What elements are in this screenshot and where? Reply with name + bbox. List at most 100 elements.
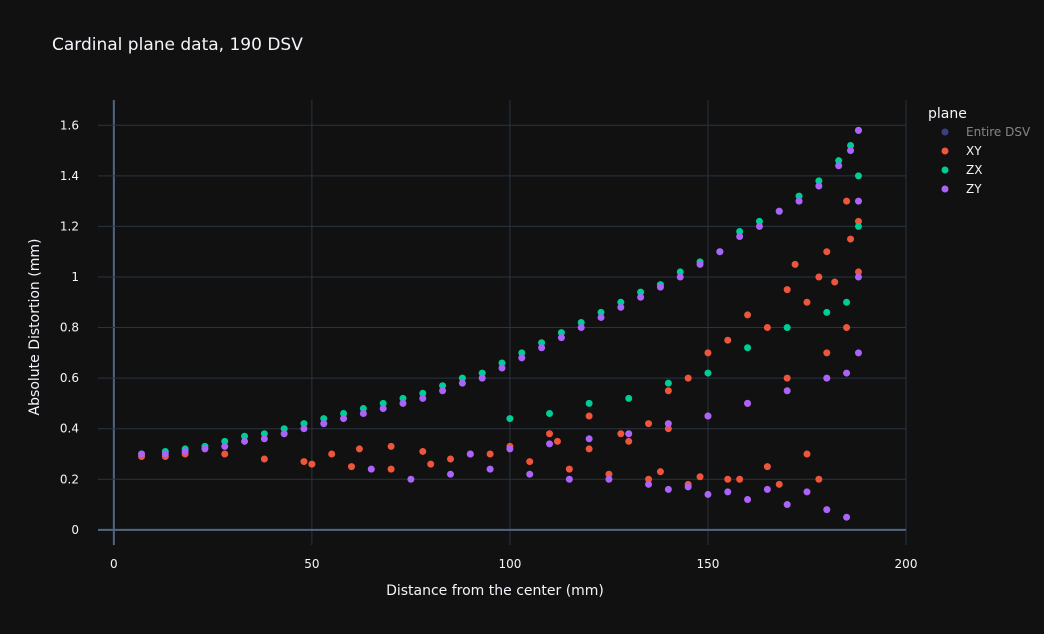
y-tick-label: 1.2 (60, 219, 79, 233)
data-point (498, 364, 506, 372)
data-point (419, 389, 427, 397)
data-point (221, 437, 229, 445)
data-point (597, 308, 605, 316)
data-point (854, 217, 862, 225)
data-point (280, 430, 288, 438)
data-point (387, 442, 395, 450)
data-point (724, 488, 732, 496)
data-point (736, 233, 744, 241)
series-zy (138, 126, 862, 521)
legend-item-zy[interactable]: ZY (941, 182, 983, 196)
data-point (815, 273, 823, 281)
data-point (803, 450, 811, 458)
data-point (854, 222, 862, 230)
legend-marker (941, 185, 949, 193)
y-axis-ticks: 0 0.2 0.4 0.6 0.8 1 1.2 1.4 1.6 (60, 118, 79, 537)
data-point (854, 273, 862, 281)
data-point (823, 374, 831, 382)
data-point (755, 217, 763, 225)
data-point (783, 374, 791, 382)
data-point (736, 475, 744, 483)
data-point (260, 455, 268, 463)
data-point (486, 450, 494, 458)
data-point (367, 465, 375, 473)
legend-marker (941, 128, 949, 136)
data-point (716, 248, 724, 256)
data-point (320, 415, 328, 423)
data-point (419, 394, 427, 402)
data-point (843, 513, 851, 521)
data-point (399, 399, 407, 407)
data-point (854, 126, 862, 134)
data-point (744, 311, 752, 319)
data-point (280, 425, 288, 433)
data-point (138, 450, 146, 458)
data-point (704, 369, 712, 377)
data-point (605, 475, 613, 483)
data-point (724, 475, 732, 483)
data-point (815, 177, 823, 185)
data-point (538, 339, 546, 347)
legend-label: Entire DSV (966, 125, 1031, 139)
data-point (300, 420, 308, 428)
data-point (795, 192, 803, 200)
data-point (763, 463, 771, 471)
legend-label: ZY (966, 182, 982, 196)
data-point (645, 480, 653, 488)
data-point (617, 430, 625, 438)
data-point (617, 298, 625, 306)
legend[interactable]: plane Entire DSV XY ZX ZY (928, 106, 1031, 196)
data-point (843, 298, 851, 306)
data-point (625, 430, 633, 438)
x-axis-ticks: 0 50 100 150 200 (110, 557, 917, 571)
data-point (241, 437, 249, 445)
legend-marker (941, 166, 949, 174)
data-point (359, 410, 367, 418)
data-point (585, 435, 593, 443)
data-point (763, 324, 771, 332)
legend-items[interactable]: Entire DSV XY ZX ZY (941, 125, 1031, 196)
data-point (300, 425, 308, 433)
data-point (478, 369, 486, 377)
legend-item-entire-dsv[interactable]: Entire DSV (941, 125, 1031, 139)
x-tick-label: 100 (498, 557, 521, 571)
data-point (387, 465, 395, 473)
y-tick-label: 1.4 (60, 169, 79, 183)
y-tick-label: 1.6 (60, 118, 79, 132)
data-point (447, 455, 455, 463)
data-point (803, 488, 811, 496)
data-point (458, 379, 466, 387)
data-point (328, 450, 336, 458)
data-point (557, 334, 565, 342)
data-point (506, 415, 514, 423)
legend-label: ZX (966, 163, 982, 177)
data-point (506, 445, 514, 453)
data-point (843, 324, 851, 332)
data-point (407, 475, 415, 483)
data-point (854, 197, 862, 205)
data-point (854, 349, 862, 357)
data-point (755, 222, 763, 230)
data-point (625, 437, 633, 445)
x-tick-label: 50 (304, 557, 319, 571)
data-point (577, 319, 585, 326)
data-point (546, 410, 554, 418)
data-point (625, 394, 633, 402)
legend-item-xy[interactable]: XY (941, 144, 983, 158)
data-point (565, 475, 573, 483)
data-point (458, 374, 466, 382)
data-point (854, 268, 862, 276)
data-point (656, 283, 664, 291)
data-point (783, 387, 791, 395)
data-point (221, 450, 229, 458)
legend-item-zx[interactable]: ZX (941, 163, 983, 177)
x-tick-label: 150 (697, 557, 720, 571)
data-point (399, 394, 407, 402)
data-point (486, 465, 494, 473)
y-tick-label: 1 (71, 270, 79, 284)
y-tick-label: 0.6 (60, 371, 79, 385)
data-point (676, 268, 684, 276)
data-point (498, 359, 506, 367)
